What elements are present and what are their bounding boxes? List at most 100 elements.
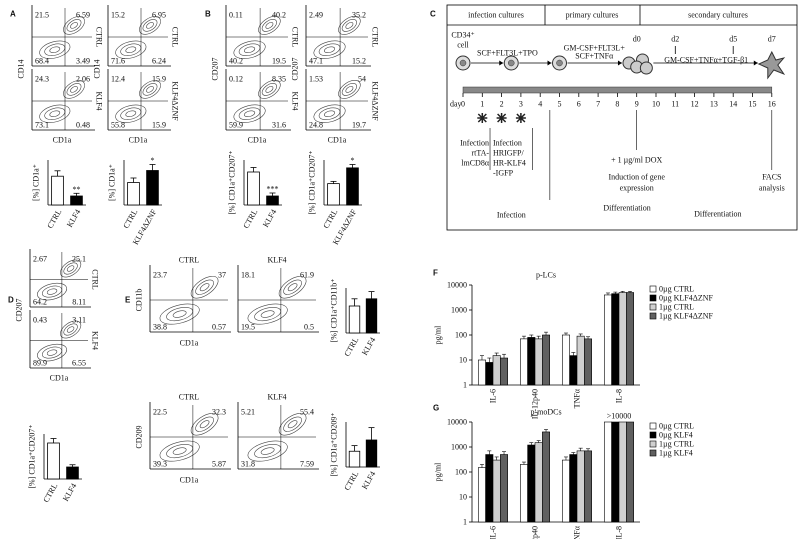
arrow-head <box>753 60 758 66</box>
panel-letter: G <box>433 404 439 413</box>
quadrant-value: 0.5 <box>304 323 314 332</box>
contour <box>37 282 68 301</box>
step: Infection <box>493 139 522 148</box>
significance: *** <box>267 185 279 194</box>
step: HRIGFP/ <box>493 149 524 158</box>
x-tick-label: TNFα <box>573 525 582 539</box>
contour <box>172 310 187 318</box>
bar <box>534 338 543 386</box>
contour <box>324 110 336 118</box>
x-tick-label: CTRL <box>41 482 59 504</box>
axis-label: CD1a <box>50 374 69 383</box>
y-tick-label: 10000 <box>447 281 467 290</box>
axis-label: pg/ml <box>434 325 443 344</box>
contour <box>247 303 288 325</box>
annotation: >10000 <box>607 412 632 421</box>
axis-label: CD207 <box>211 57 220 80</box>
x-tick-label: IL-12p40 <box>531 526 540 539</box>
bar <box>569 355 578 386</box>
day-number: 14 <box>729 100 737 109</box>
contour <box>37 343 68 362</box>
quadrant-value: 54 <box>358 75 366 84</box>
quadrant-value: 59.9 <box>229 121 243 130</box>
bar <box>365 298 378 334</box>
bar <box>626 292 634 386</box>
sample-label: CTRL <box>371 27 380 48</box>
quadrant-value: 0.43 <box>33 316 47 325</box>
x-tick-label: CTRL <box>241 208 259 230</box>
day-number: 8 <box>615 100 619 109</box>
medium: SCF+FLT3L+TPO <box>477 49 538 58</box>
dendritic-cell <box>757 50 786 80</box>
quadrant-value: 15.9 <box>152 121 166 130</box>
contour <box>146 22 154 29</box>
bar <box>561 334 570 386</box>
chart-title: p-moDCs <box>530 408 561 417</box>
legend-label: 1µg KLF4ΔZNF <box>659 312 714 321</box>
contour <box>254 307 282 322</box>
day-number: 15 <box>749 100 757 109</box>
contour <box>283 416 302 432</box>
step: Induction of gene <box>608 173 665 182</box>
phase: Infection <box>497 211 526 220</box>
quadrant-value: 22.5 <box>153 408 167 417</box>
bar <box>348 450 361 468</box>
medium: SCF+TNFα <box>575 52 614 61</box>
bar <box>519 338 528 386</box>
contour <box>233 40 266 59</box>
day-label: day <box>450 100 462 109</box>
step: HR-KLF4 <box>493 159 526 168</box>
axis-label: CD1a <box>129 136 148 145</box>
day-number: 6 <box>577 100 581 109</box>
contour <box>260 447 275 455</box>
quadrant-value: 68.4 <box>35 57 49 66</box>
day-number: 13 <box>710 100 718 109</box>
contour <box>345 86 354 93</box>
contour <box>63 16 85 35</box>
bar <box>127 182 140 206</box>
contour <box>166 307 194 322</box>
contour <box>324 46 336 54</box>
bar <box>348 305 361 334</box>
quadrant-value: 5.87 <box>212 460 226 469</box>
quadrant-value: 19.5 <box>241 323 255 332</box>
quadrant-value: 31.8 <box>241 460 255 469</box>
quadrant-value: 23.7 <box>153 271 167 280</box>
contour <box>39 40 71 59</box>
quadrant-value: 15.2 <box>111 11 125 20</box>
virus <box>477 113 488 123</box>
bar <box>485 454 494 523</box>
axis-label: [%] CD1a⁺CD207⁺ <box>28 424 37 488</box>
x-tick-label: KLF4 <box>261 208 278 229</box>
contour <box>70 86 78 93</box>
frame <box>446 4 798 231</box>
arrow-head <box>617 60 622 66</box>
x-tick-label: KLF4 <box>360 470 377 491</box>
medium: GM-CSF+TNFα+TGF-β1 <box>664 56 748 65</box>
contour <box>283 279 302 295</box>
legend-swatch <box>649 449 657 457</box>
cell-label: CD34⁺ <box>451 31 474 40</box>
x-tick-label: IL-12p40 <box>531 389 540 419</box>
bar <box>626 421 634 523</box>
axis-label: CD207 <box>15 298 24 321</box>
contour <box>70 22 78 29</box>
step: + 1 µg/ml DOX <box>611 156 662 165</box>
quadrant-value: 89.9 <box>33 359 47 368</box>
contour <box>244 110 256 118</box>
virus <box>515 113 526 123</box>
contour <box>261 83 277 96</box>
legend-label: 0µg CTRL <box>659 285 694 294</box>
bar <box>492 459 501 523</box>
panel-letter: F <box>433 269 438 278</box>
quadrant-value: 19.7 <box>352 121 366 130</box>
contour <box>244 46 256 54</box>
nucleus <box>459 59 467 67</box>
contour <box>66 326 75 333</box>
bar <box>327 183 340 206</box>
quadrant-value: 0.48 <box>76 121 90 130</box>
quadrant-value: 8.11 <box>72 298 86 307</box>
contour <box>63 80 85 99</box>
contour <box>345 22 354 29</box>
